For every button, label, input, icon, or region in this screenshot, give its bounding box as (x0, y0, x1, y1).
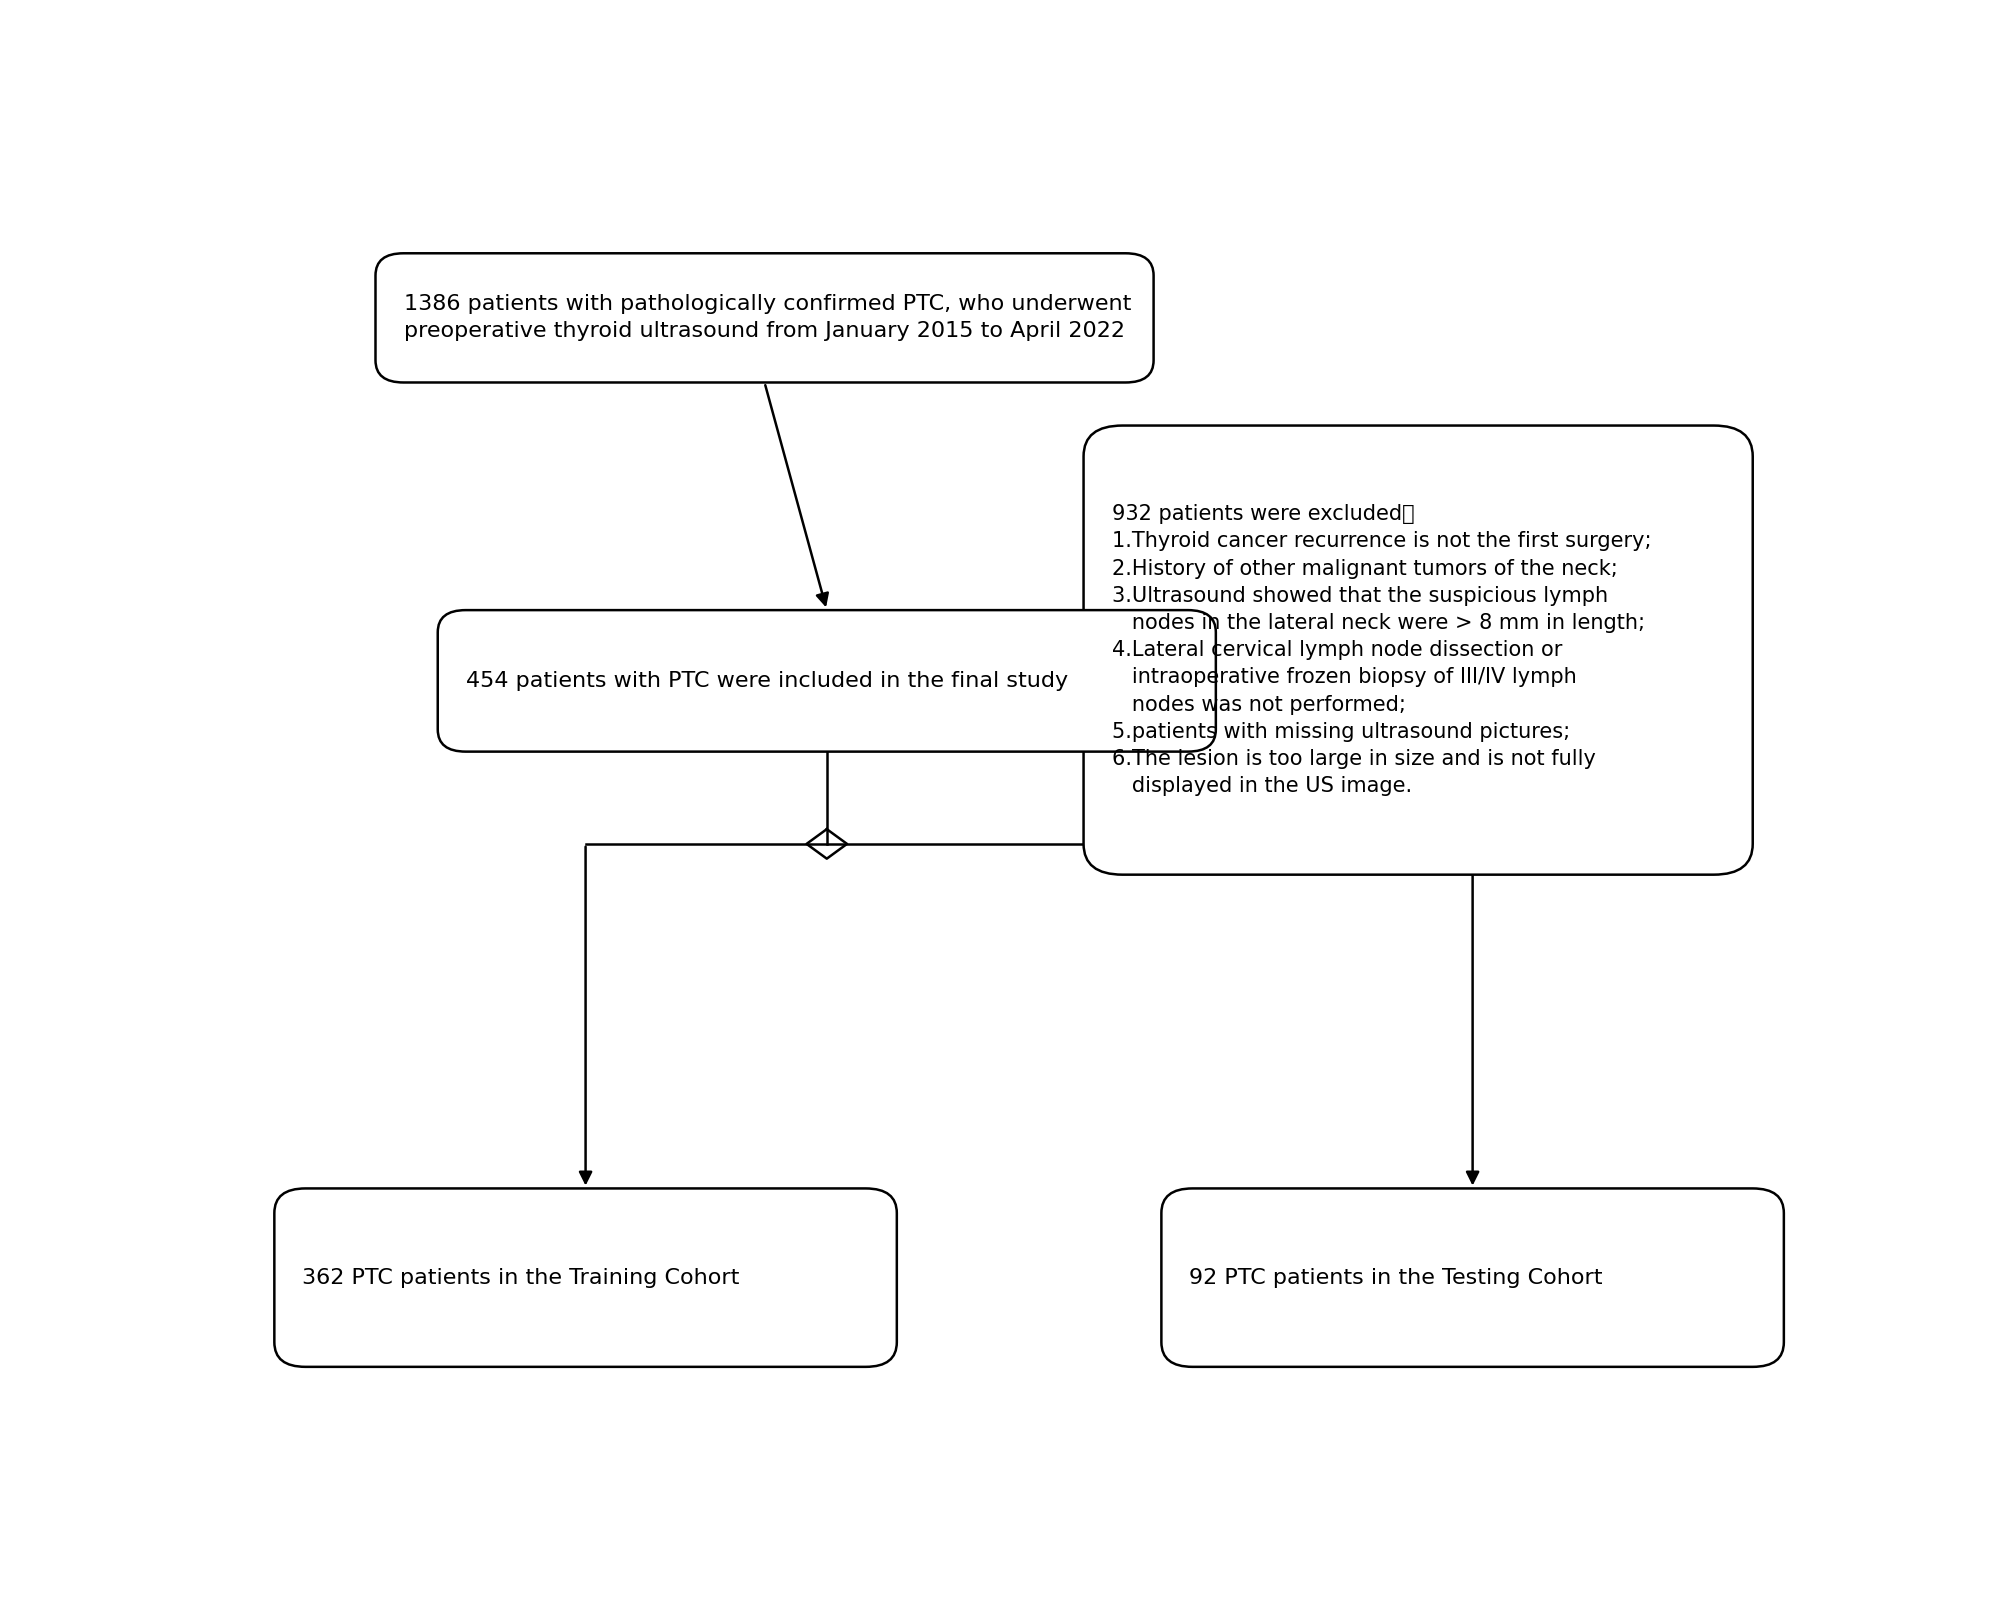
Text: 92 PTC patients in the Testing Cohort: 92 PTC patients in the Testing Cohort (1188, 1267, 1602, 1288)
Text: 1386 patients with pathologically confirmed PTC, who underwent
preoperative thyr: 1386 patients with pathologically confir… (403, 294, 1130, 342)
FancyBboxPatch shape (375, 254, 1152, 382)
FancyBboxPatch shape (275, 1189, 897, 1366)
Text: 932 patients were excluded：
1.Thyroid cancer recurrence is not the first surgery: 932 patients were excluded： 1.Thyroid ca… (1112, 503, 1650, 796)
Text: 454 patients with PTC were included in the final study: 454 patients with PTC were included in t… (466, 671, 1068, 690)
FancyBboxPatch shape (1084, 425, 1752, 874)
FancyBboxPatch shape (438, 610, 1216, 751)
FancyBboxPatch shape (1160, 1189, 1782, 1366)
Text: 362 PTC patients in the Training Cohort: 362 PTC patients in the Training Cohort (303, 1267, 739, 1288)
